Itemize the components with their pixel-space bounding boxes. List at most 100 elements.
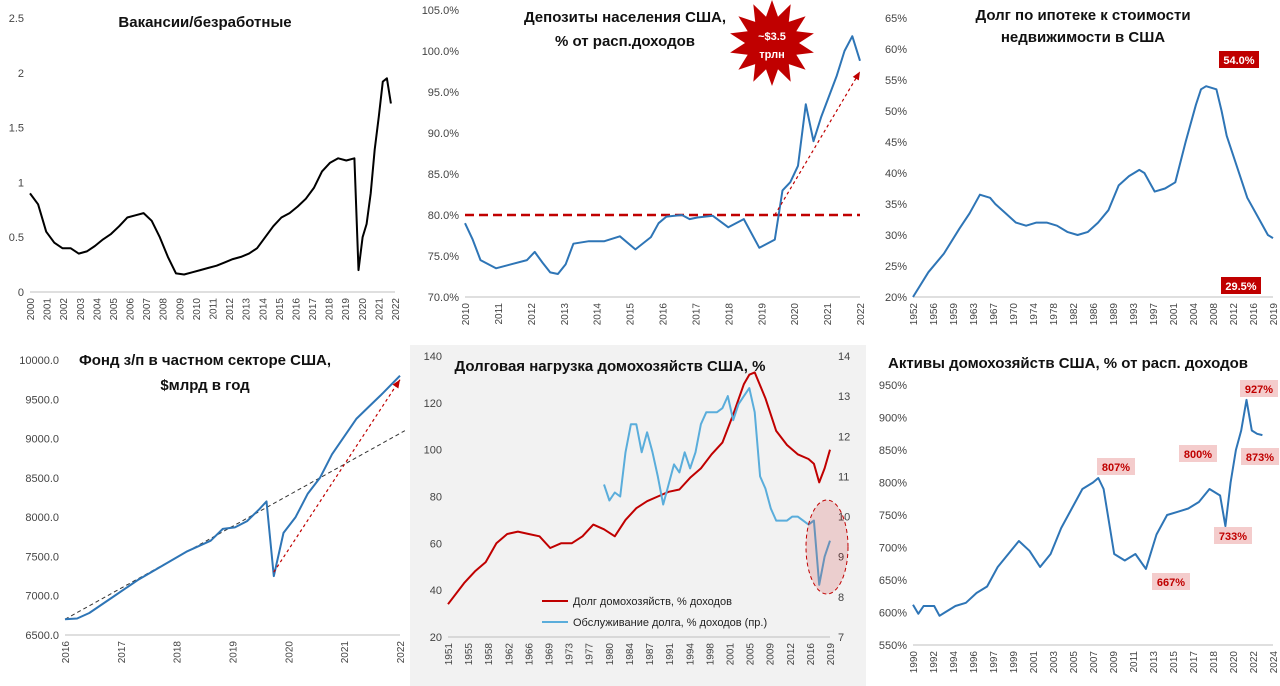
x-tick-label: 1955 (464, 643, 475, 666)
y-tick-label: 50% (885, 106, 907, 118)
chart-title: Депозиты населения США, (524, 9, 726, 26)
y-tick-label: 550% (879, 640, 907, 652)
value-badge-label: 807% (1102, 462, 1130, 474)
y-tick-label: 1.5 (9, 123, 24, 135)
mortgage-chart: 20% 25% 30% 35% 40% 45% 50% 55% 60% 65% 1952 1956 19… (885, 7, 1280, 326)
y-tick-label: 6500.0 (25, 630, 59, 642)
x-tick-label: 2009 (175, 298, 186, 321)
y-tick-label: 55% (885, 75, 907, 87)
x-tick-label: 2001 (1029, 651, 1040, 674)
y-tick-label: 750% (879, 510, 907, 522)
y-tick-label: 800% (879, 478, 907, 490)
value-badge-label: 927% (1245, 384, 1273, 396)
x-tick-label: 1966 (524, 643, 535, 666)
series-line (912, 398, 1263, 617)
x-tick-label: 1987 (645, 643, 656, 666)
deposits-panel: 70.0% 75.0% 80.0% 85.0% 90.0% 95.0% 100.0% 105.… (410, 0, 866, 343)
x-tick-label: 1986 (1089, 303, 1100, 326)
x-tick-label: 2010 (192, 298, 203, 321)
x-tick-label: 1974 (1029, 303, 1040, 326)
x-tick-label: 2005 (109, 298, 120, 321)
y-tick-label: 2.5 (9, 13, 24, 25)
x-tick-label: 2020 (790, 303, 801, 326)
chart-title: Долговая нагрузка домохозяйств США, % (455, 358, 766, 375)
x-tick-label: 1996 (969, 651, 980, 674)
value-badge-label: 54.0% (1223, 55, 1254, 67)
x-tick-label: 2018 (173, 641, 184, 664)
x-tick-label: 2006 (126, 298, 137, 321)
y-tick-label: 70.0% (428, 292, 459, 304)
x-tick-label: 1980 (605, 643, 616, 666)
x-tick-label: 2018 (724, 303, 735, 326)
x-tick-label: 2015 (1169, 651, 1180, 674)
value-badge-label: 667% (1157, 577, 1185, 589)
x-tick-label: 2011 (1129, 651, 1140, 673)
x-tick-label: 2022 (1249, 651, 1260, 674)
y2-tick-label: 9 (838, 552, 844, 564)
x-tick-label: 1990 (909, 651, 920, 674)
y-tick-label: 45% (885, 137, 907, 149)
y-tick-label: 20 (430, 632, 442, 644)
y-tick-label: 8000.0 (25, 512, 59, 524)
y-tick-label: 850% (879, 445, 907, 457)
value-badge (1179, 445, 1217, 462)
y-tick-label: 75.0% (428, 251, 459, 263)
x-tick-label: 2014 (258, 298, 269, 321)
x-tick-label: 2021 (374, 298, 385, 321)
y-tick-label: 90.0% (428, 128, 459, 140)
value-badge-label: 733% (1219, 531, 1247, 543)
x-tick-label: 2019 (757, 303, 768, 326)
chart-title: Активы домохозяйств США, % от расп. дохо… (888, 355, 1248, 372)
x-tick-label: 2019 (826, 643, 837, 666)
payroll-chart: 6500.0 7000.0 7500.0 8000.0 8500.0 9000.0 9500… (19, 352, 407, 664)
y-tick-label: 80.0% (428, 210, 459, 222)
x-tick-label: 2016 (1249, 303, 1260, 326)
x-tick-label: 1984 (625, 643, 636, 666)
x-tick-label: 2000 (26, 298, 37, 321)
x-tick-label: 2019 (229, 641, 240, 664)
x-tick-label: 2008 (1209, 303, 1220, 326)
y-tick-label: 60 (430, 538, 442, 550)
value-badge-label: 873% (1246, 452, 1274, 464)
value-badge (1152, 573, 1190, 590)
x-tick-label: 2001 (43, 298, 54, 321)
x-tick-label: 1997 (1149, 303, 1160, 326)
x-tick-label: 1999 (1009, 651, 1020, 674)
y-tick-label: 2 (18, 68, 24, 80)
y-tick-label: 1 (18, 177, 24, 189)
x-tick-label: 1973 (565, 643, 576, 666)
value-badge (1221, 277, 1261, 294)
x-tick-label: 2020 (284, 641, 295, 664)
x-tick-label: 2022 (856, 303, 866, 326)
arrow-head (392, 379, 400, 389)
y-tick-label: 40 (430, 585, 442, 597)
x-tick-label: 1956 (929, 303, 940, 326)
y-tick-label: 600% (879, 608, 907, 620)
x-tick-label: 2004 (1189, 303, 1200, 326)
series-line (64, 374, 401, 621)
x-tick-label: 2016 (291, 298, 302, 321)
y-tick-label: 65% (885, 13, 907, 25)
series-line (447, 371, 831, 605)
x-tick-label: 2013 (1149, 651, 1160, 674)
y2-tick-label: 12 (838, 431, 850, 443)
chart-title: % от расп.доходов (555, 33, 695, 50)
y-tick-label: 30% (885, 230, 907, 242)
value-badge (1219, 51, 1259, 68)
y-tick-label: 900% (879, 413, 907, 425)
value-badge (1240, 380, 1278, 397)
x-tick-label: 2001 (725, 643, 736, 666)
x-tick-label: 2013 (242, 298, 253, 321)
x-tick-label: 1959 (949, 303, 960, 326)
x-tick-label: 2011 (494, 303, 505, 325)
x-tick-label: 2015 (275, 298, 286, 321)
x-tick-label: 2024 (1269, 651, 1280, 674)
y-tick-label: 0 (18, 287, 24, 299)
y-tick-label: 100.0% (422, 46, 460, 58)
trend-line (64, 430, 406, 620)
x-tick-label: 1963 (969, 303, 980, 326)
x-tick-label: 2018 (1209, 651, 1220, 674)
series-line (912, 85, 1274, 298)
y-tick-label: 60% (885, 44, 907, 56)
